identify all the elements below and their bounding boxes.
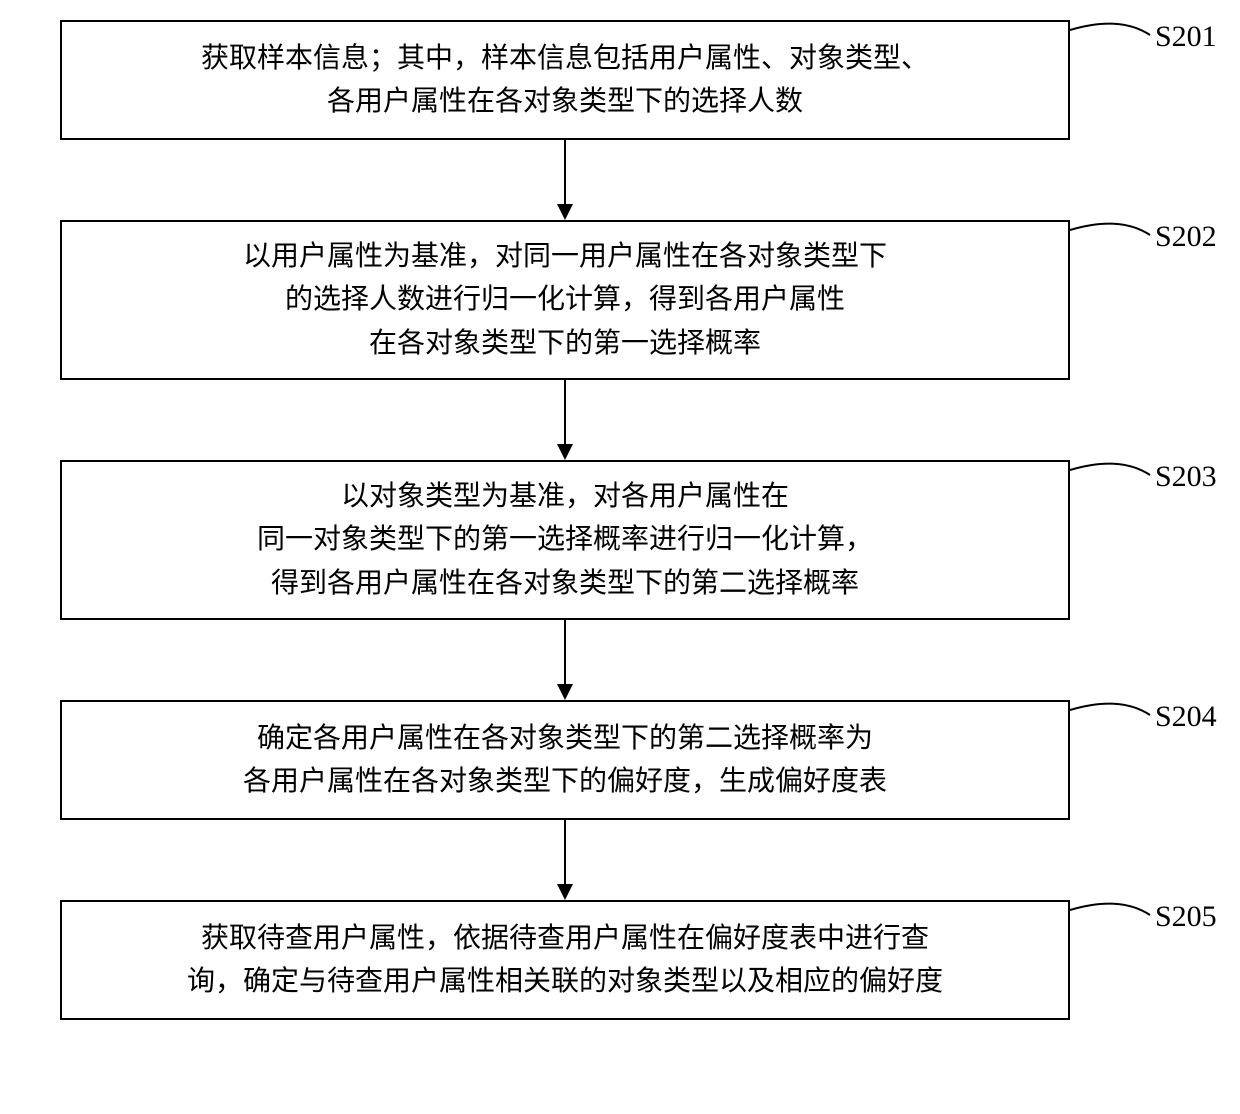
label-text: S202 [1155,220,1217,253]
step-label-s202: S202 [1155,220,1217,254]
flowchart-canvas: 获取样本信息；其中，样本信息包括用户属性、对象类型、 各用户属性在各对象类型下的… [0,0,1240,1114]
step-label-s205: S205 [1155,900,1217,934]
step-label-s201: S201 [1155,20,1217,54]
label-text: S205 [1155,900,1217,933]
step-label-s204: S204 [1155,700,1217,734]
label-text: S203 [1155,460,1217,493]
step-box-s204: 确定各用户属性在各对象类型下的第二选择概率为 各用户属性在各对象类型下的偏好度，… [60,700,1070,820]
step-text: 以对象类型为基准，对各用户属性在 同一对象类型下的第一选择概率进行归一化计算， … [257,475,873,605]
step-text: 获取样本信息；其中，样本信息包括用户属性、对象类型、 各用户属性在各对象类型下的… [201,37,929,124]
step-box-s202: 以用户属性为基准，对同一用户属性在各对象类型下 的选择人数进行归一化计算，得到各… [60,220,1070,380]
label-text: S201 [1155,20,1217,53]
step-box-s201: 获取样本信息；其中，样本信息包括用户属性、对象类型、 各用户属性在各对象类型下的… [60,20,1070,140]
label-text: S204 [1155,700,1217,733]
step-box-s203: 以对象类型为基准，对各用户属性在 同一对象类型下的第一选择概率进行归一化计算， … [60,460,1070,620]
step-text: 确定各用户属性在各对象类型下的第二选择概率为 各用户属性在各对象类型下的偏好度，… [243,717,887,804]
step-text: 获取待查用户属性，依据待查用户属性在偏好度表中进行查 询，确定与待查用户属性相关… [187,917,943,1004]
step-text: 以用户属性为基准，对同一用户属性在各对象类型下 的选择人数进行归一化计算，得到各… [243,235,887,365]
step-box-s205: 获取待查用户属性，依据待查用户属性在偏好度表中进行查 询，确定与待查用户属性相关… [60,900,1070,1020]
step-label-s203: S203 [1155,460,1217,494]
